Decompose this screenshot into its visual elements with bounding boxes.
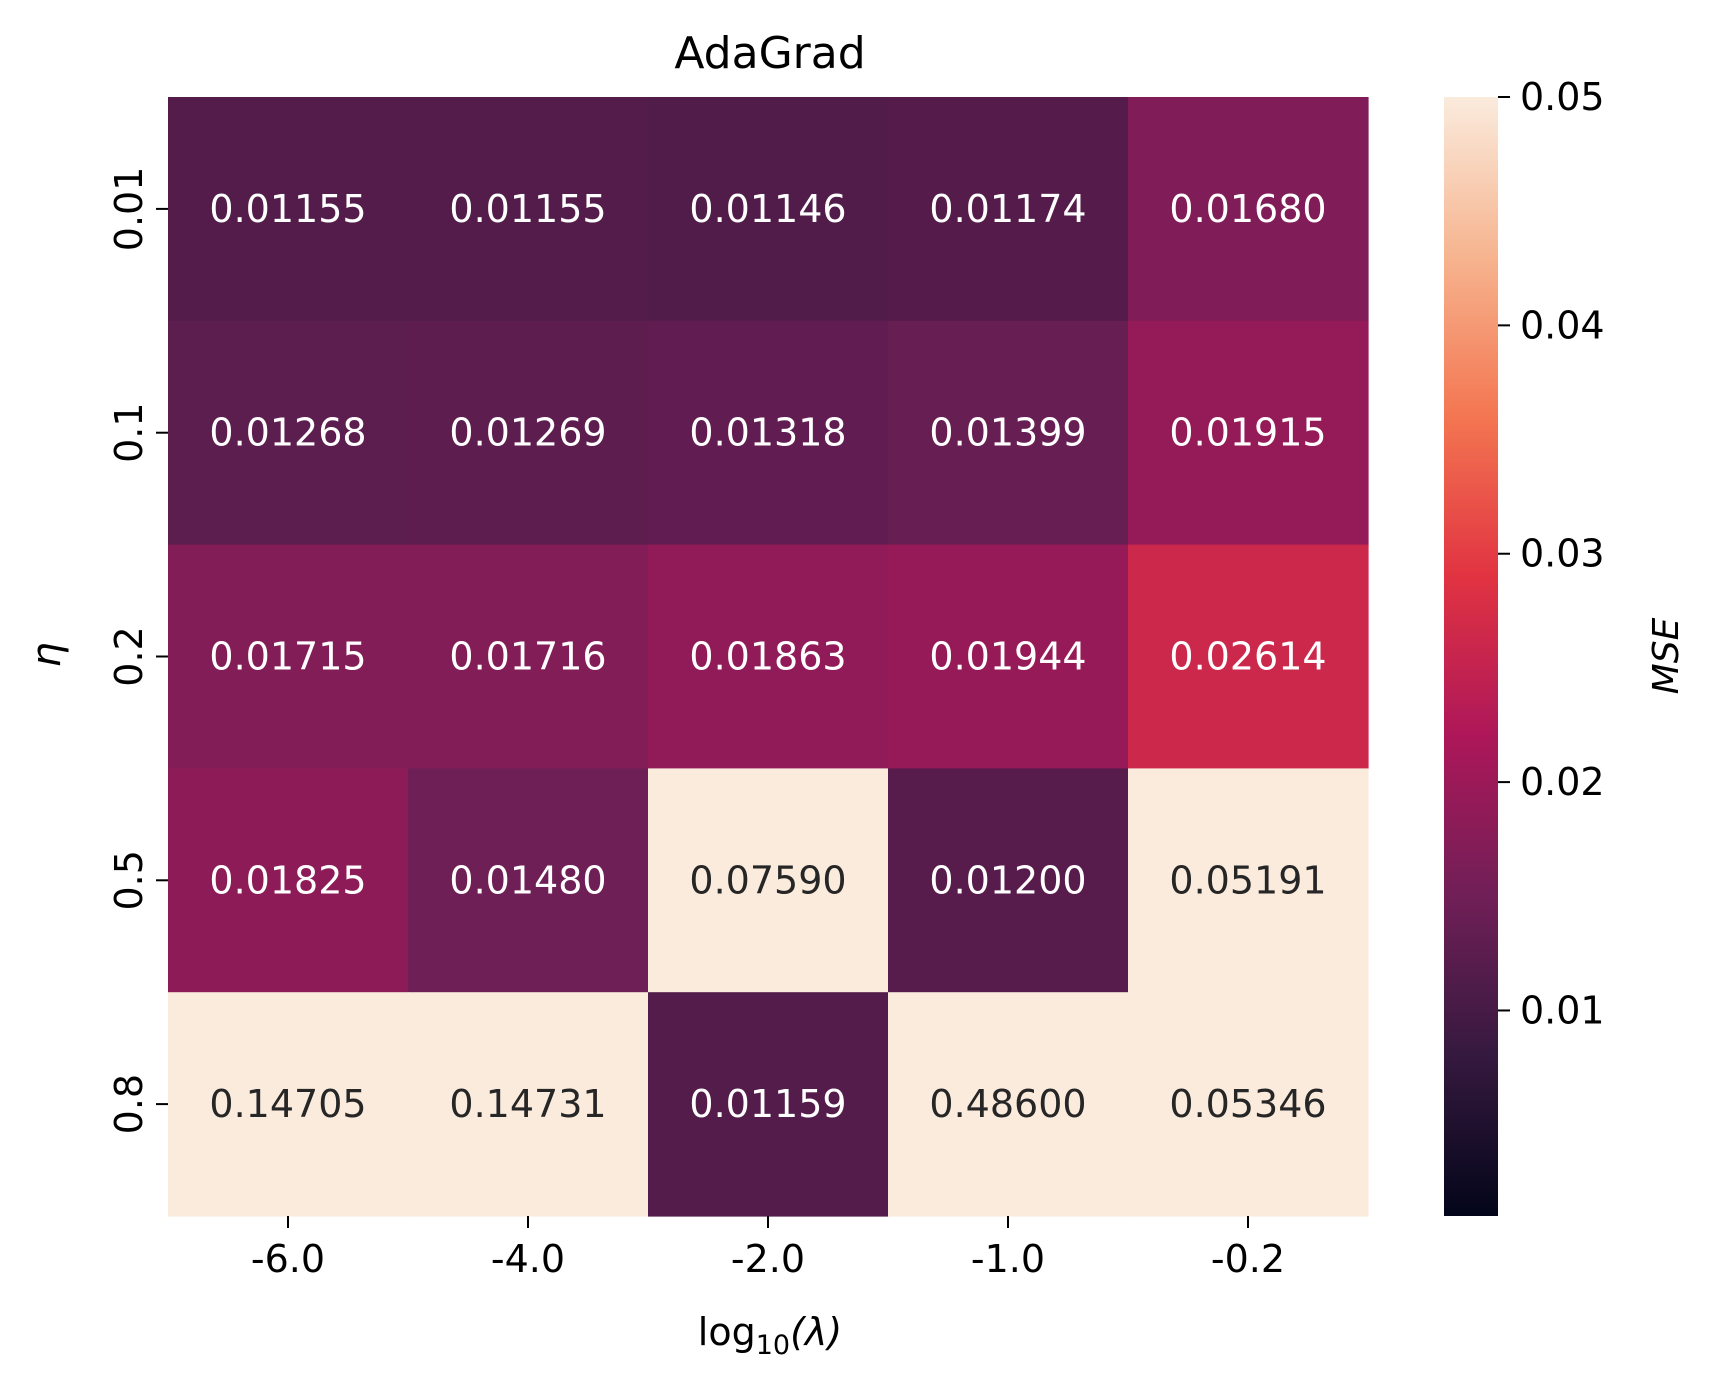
colorbar [1444, 97, 1498, 1216]
heatmap-value-label: 0.14731 [449, 1082, 606, 1126]
heatmap-cell [1128, 992, 1369, 1217]
y-tick-label: 0.2 [107, 626, 151, 686]
x-tick-label: -4.0 [491, 1237, 565, 1281]
heatmap-value-label: 0.01200 [929, 858, 1086, 902]
colorbar-tick-label: 0.05 [1520, 75, 1605, 119]
heatmap-cell [408, 320, 649, 546]
heatmap-value-label: 0.05191 [1169, 858, 1326, 902]
heatmap-cell [1128, 768, 1369, 993]
heatmap-cell [408, 768, 649, 993]
heatmap-cell [888, 768, 1129, 993]
colorbar-label: MSE [1646, 617, 1687, 694]
heatmap-value-label: 0.05346 [1169, 1082, 1326, 1126]
x-tick-label: -1.0 [971, 1237, 1045, 1281]
heatmap-cell [408, 992, 649, 1217]
heatmap-cell [648, 97, 889, 322]
heatmap-value-label: 0.01680 [1169, 187, 1326, 231]
heatmap-value-label: 0.01159 [689, 1082, 846, 1126]
heatmap-cell [1128, 320, 1369, 546]
x-axis-label-subscript: 10 [756, 1330, 790, 1361]
heatmap-value-label: 0.01146 [689, 187, 846, 231]
heatmap-value-label: 0.01715 [209, 635, 366, 679]
heatmap-value-label: 0.01155 [449, 187, 606, 231]
y-tick-label: 0.5 [107, 850, 151, 910]
heatmap-value-label: 0.01155 [209, 187, 366, 231]
heatmap-value-label: 0.07590 [689, 858, 846, 902]
heatmap-cell [408, 97, 649, 322]
heatmap-cell [168, 97, 409, 322]
colorbar-tick-label: 0.02 [1520, 760, 1605, 804]
heatmap-cell [168, 768, 409, 993]
y-tick-label: 0.01 [107, 167, 151, 252]
heatmap-value-label: 0.01915 [1169, 411, 1326, 455]
heatmap-value-label: 0.01318 [689, 411, 846, 455]
heatmap-value-label: 0.01944 [929, 635, 1086, 679]
heatmap-value-label: 0.01174 [929, 187, 1086, 231]
y-tick-label: 0.1 [107, 402, 151, 462]
heatmap-cell [168, 320, 409, 546]
heatmap-value-label: 0.14705 [209, 1082, 366, 1126]
heatmap-value-label: 0.01480 [449, 858, 606, 902]
x-tick-label: -0.2 [1211, 1237, 1285, 1281]
colorbar-tick-label: 0.04 [1520, 303, 1605, 347]
heatmap-value-label: 0.01863 [689, 635, 846, 679]
colorbar-tick-label: 0.01 [1520, 988, 1605, 1032]
heatmap-cell [648, 544, 889, 769]
x-tick-label: -6.0 [251, 1237, 325, 1281]
heatmap-value-label: 0.01399 [929, 411, 1086, 455]
heatmap-cell [648, 320, 889, 546]
heatmap-cell [888, 97, 1129, 322]
heatmap-cell [888, 992, 1129, 1217]
heatmap-cell [1128, 544, 1369, 769]
heatmap-cell [408, 544, 649, 769]
y-tick-label: 0.8 [107, 1074, 151, 1134]
heatmap-value-label: 0.01825 [209, 858, 366, 902]
heatmap-cell [1128, 97, 1369, 322]
y-axis-label: η [24, 642, 70, 667]
y-axis-ticks: 0.01 0.1 0.2 0.5 0.8 [107, 167, 168, 1134]
x-axis-label: log10(λ) [698, 1310, 842, 1361]
heatmap-cell [888, 320, 1129, 546]
x-axis-label-argument: (λ) [790, 1310, 842, 1354]
heatmap-value-label: 0.01269 [449, 411, 606, 455]
heatmap-value-label: 0.48600 [929, 1082, 1086, 1126]
heatmap-cell [648, 768, 889, 993]
heatmap-value-label: 0.01268 [209, 411, 366, 455]
heatmap-value-label: 0.02614 [1169, 635, 1326, 679]
heatmap-cell [648, 992, 889, 1217]
heatmap-value-labels: 0.01155 0.01155 0.01146 0.01174 0.01680 0.012… [209, 187, 1326, 1126]
colorbar-tick-label: 0.03 [1520, 532, 1605, 576]
x-tick-label: -2.0 [731, 1237, 805, 1281]
chart-title: AdaGrad [674, 28, 865, 79]
heatmap-cells [168, 97, 1369, 1217]
x-axis-ticks: -6.0 -4.0 -2.0 -1.0 -0.2 [251, 1216, 1285, 1281]
x-axis-label-base: log [698, 1310, 756, 1354]
heatmap-cell [168, 992, 409, 1217]
heatmap-value-label: 0.01716 [449, 635, 606, 679]
heatmap-cell [888, 544, 1129, 769]
heatmap-cell [168, 544, 409, 769]
colorbar-ticks: 0.01 0.02 0.03 0.04 0.05 [1498, 75, 1605, 1032]
